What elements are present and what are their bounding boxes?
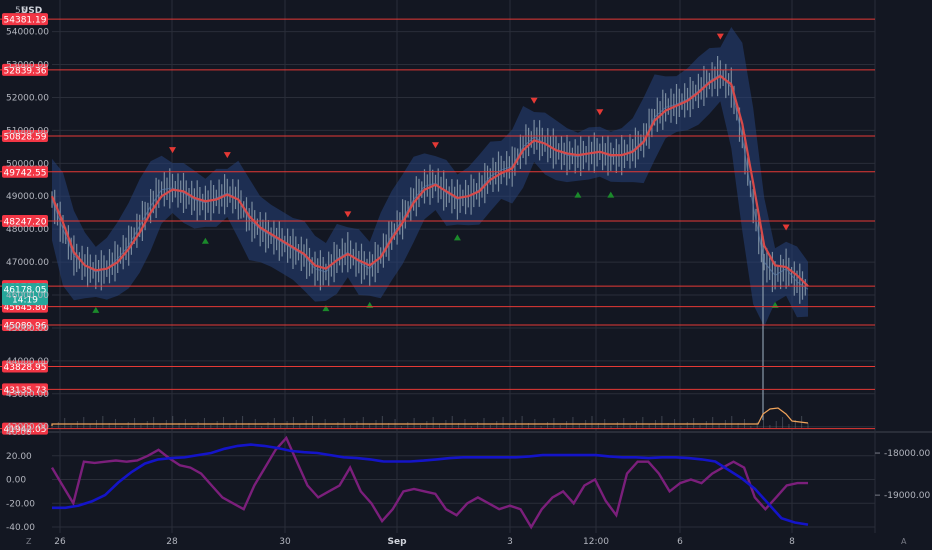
volume-line (51, 407, 809, 426)
sell-marker (344, 211, 352, 218)
indicator-left-tick: 20.00 (6, 452, 32, 462)
axes: 54000.00 53000.00 52000.00 51000.00 50000.00… (6, 28, 795, 547)
price-level-label: 50828.59 (4, 133, 47, 143)
time-axis-tick: 26 (54, 537, 66, 547)
countdown-label: 14:19 (12, 296, 38, 306)
sell-marker (716, 33, 724, 40)
indicator-right-tick: -19000.00 (884, 491, 930, 501)
indicator-left-tick: -40.00 (6, 523, 35, 533)
time-axis-tick: 30 (279, 537, 291, 547)
price-level-badge (2, 130, 48, 143)
time-axis-tick: 12:00 (583, 537, 609, 547)
timezone-button[interactable]: Z (26, 537, 32, 546)
price-series (50, 73, 809, 290)
currency-label[interactable]: USD (21, 6, 42, 16)
buy-marker (322, 305, 330, 312)
cumulative-line (52, 443, 809, 526)
current-price-badge (2, 283, 48, 306)
auto-scale-button[interactable]: A (901, 537, 907, 546)
price-level-badge (2, 360, 48, 373)
price-axis-tick: 42000.00 (6, 423, 49, 433)
price-level-label: 49742.55 (4, 168, 47, 178)
price-level-label: 43135.73 (4, 386, 47, 396)
volume-pane (51, 407, 809, 428)
price-axis-tick: 43000.00 (6, 390, 49, 400)
sell-marker (596, 109, 604, 116)
time-axis-tick: 8 (789, 537, 795, 547)
sell-marker (431, 142, 439, 149)
price-axis-tick: 44000.00 (6, 357, 49, 367)
buy-marker (453, 234, 461, 241)
oscillator-line (50, 435, 808, 530)
price-level-badge (2, 165, 48, 178)
price-level-badge (2, 215, 48, 228)
indicator-left-tick: 40.00 (6, 428, 32, 438)
price-level-badge (2, 383, 48, 396)
price-axis-tick: 45000.00 (6, 324, 49, 334)
buy-marker (607, 191, 615, 198)
sell-marker (782, 224, 790, 231)
buy-marker (201, 237, 209, 244)
time-axis-tick: 28 (166, 537, 178, 547)
price-level-badge (2, 13, 48, 26)
price-levels[interactable]: 54381.19 52839.36 50828.59 49742.55 48247.20… (0, 13, 875, 435)
price-axis-tick: 53000.00 (6, 61, 49, 71)
price-level-badge (2, 63, 48, 76)
sell-marker (530, 97, 538, 104)
time-axis-tick: Sep (387, 537, 407, 547)
indicator-pane[interactable]: 40.00 20.00 0.00 -20.00 -40.00 -18000.00 -1900… (6, 428, 930, 533)
price-level-label: 43828.95 (4, 363, 47, 373)
sell-marker (223, 152, 231, 159)
sell-marker (169, 147, 177, 154)
price-level-label: 48247.20 (4, 218, 47, 228)
price-level-badge (2, 422, 48, 435)
buy-marker (574, 191, 582, 198)
price-axis-tick: 52000.00 (6, 93, 49, 103)
price-axis-tick: 48000.00 (6, 225, 49, 235)
price-axis-tick: 46000.00 (6, 291, 49, 301)
price-level-label: 45645.80 (4, 303, 47, 313)
price-axis-tick: 54000.00 (6, 28, 49, 38)
price-level-label: 41942.05 (4, 425, 47, 435)
price-level-label: 54381.19 (4, 16, 47, 26)
buy-marker (92, 306, 100, 313)
current-price-label: 46178.05 (4, 286, 47, 296)
indicator-right-tick: -18000.00 (884, 449, 930, 459)
price-axis-top-partial-label: 55 (15, 6, 26, 16)
price-level-label: 52839.36 (4, 66, 47, 76)
price-axis-tick: 51000.00 (6, 126, 49, 136)
price-level-label: 45089.96 (4, 321, 47, 331)
indicator-left-tick: 0.00 (6, 476, 26, 486)
price-level-badge (2, 318, 48, 331)
price-series-line (50, 74, 809, 287)
price-axis-tick: 49000.00 (6, 192, 49, 202)
price-axis-tick: 50000.00 (6, 159, 49, 169)
time-axis-tick: 3 (507, 537, 513, 547)
price-axis-tick: 47000.00 (6, 258, 49, 268)
indicator-left-tick: -20.00 (6, 499, 35, 509)
time-axis-tick: 6 (677, 537, 683, 547)
